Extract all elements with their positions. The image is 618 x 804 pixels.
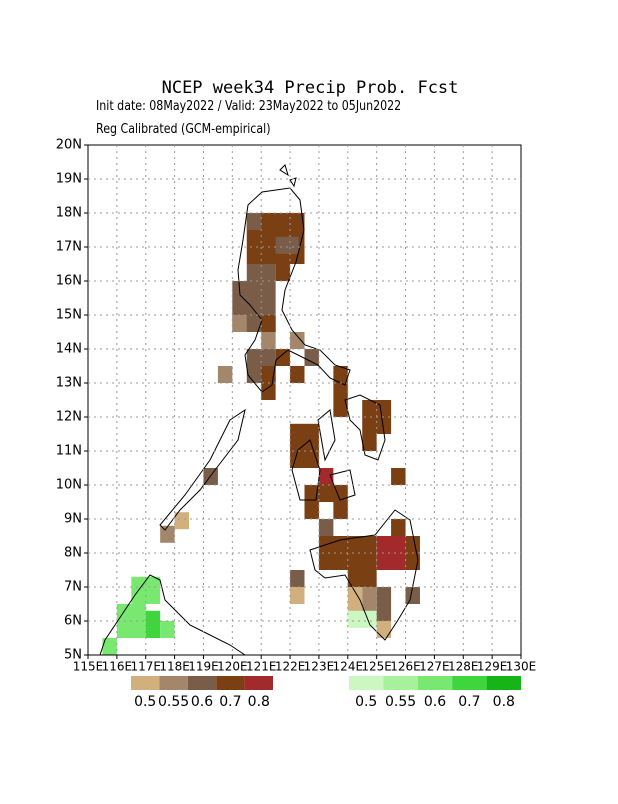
dry-cell bbox=[376, 621, 392, 638]
legend-label: 0.8 bbox=[493, 694, 515, 710]
x-tick-label: 121E bbox=[246, 660, 277, 674]
legend-label: 0.7 bbox=[458, 694, 480, 710]
legend-swatch bbox=[187, 676, 217, 690]
dry-cell bbox=[174, 512, 190, 530]
legend-swatch bbox=[349, 676, 384, 690]
y-tick-label: 9N bbox=[64, 512, 82, 527]
dry-cell bbox=[275, 264, 291, 281]
subtitle: Reg Calibrated (GCM-empirical) bbox=[96, 121, 270, 136]
x-tick-label: 128E bbox=[448, 660, 479, 674]
y-tick-label: 15N bbox=[56, 308, 82, 323]
dry-cell bbox=[290, 570, 305, 587]
x-tick-label: 118E bbox=[159, 660, 190, 674]
x-tick-label: 115E bbox=[73, 660, 104, 674]
wet-cell bbox=[102, 638, 117, 655]
legend-label: 0.8 bbox=[248, 694, 270, 710]
dry-cell bbox=[290, 332, 305, 349]
legend-swatch bbox=[131, 676, 160, 690]
y-tick-label: 14N bbox=[56, 342, 82, 357]
legend-swatch bbox=[452, 676, 487, 690]
x-tick-label: 119E bbox=[188, 660, 219, 674]
dry-cell bbox=[362, 434, 377, 451]
x-tick-label: 123E bbox=[304, 660, 335, 674]
cell-layer bbox=[102, 213, 420, 655]
legend-label: 0.7 bbox=[219, 694, 241, 710]
y-tick-label: 20N bbox=[56, 138, 82, 153]
legend-swatch bbox=[159, 676, 188, 690]
dry-cell bbox=[246, 213, 262, 230]
x-tick-label: 127E bbox=[419, 660, 450, 674]
wet-cell bbox=[347, 610, 377, 628]
legend-swatch bbox=[244, 676, 273, 690]
x-tick-label: 116E bbox=[102, 660, 133, 674]
dry-cell bbox=[318, 519, 334, 536]
legend-swatch bbox=[417, 676, 453, 690]
x-tick-label: 130E bbox=[506, 660, 537, 674]
legend-label: 0.55 bbox=[158, 694, 189, 710]
y-tick-label: 17N bbox=[56, 240, 82, 255]
plot-frame bbox=[87, 144, 522, 656]
y-tick-label: 18N bbox=[56, 206, 82, 221]
y-tick-label: 5N bbox=[64, 648, 82, 663]
x-tick-label: 129E bbox=[477, 660, 508, 674]
dry-cell bbox=[304, 502, 319, 519]
dry-cell bbox=[333, 502, 348, 519]
dry-cell bbox=[333, 400, 348, 417]
coastline bbox=[99, 164, 419, 656]
y-tick-label: 7N bbox=[64, 580, 82, 595]
legend-label: 0.6 bbox=[191, 694, 213, 710]
wet-cell bbox=[160, 621, 175, 638]
dry-cell bbox=[160, 525, 175, 543]
x-tick-label: 117E bbox=[130, 660, 161, 674]
legend-label: 0.5 bbox=[134, 694, 156, 710]
dry-cell bbox=[246, 349, 276, 366]
legend: 0.5 0.55 0.6 0.7 0.8 0.5 0.55 0.6 0.7 0.8 bbox=[131, 676, 521, 710]
y-tick-label: 8N bbox=[64, 546, 82, 561]
x-tick-label: 122E bbox=[275, 660, 306, 674]
dry-cell bbox=[290, 587, 305, 604]
x-tick-label: 120E bbox=[217, 660, 248, 674]
y-tick-label: 10N bbox=[56, 478, 82, 493]
dry-cell bbox=[347, 570, 377, 587]
x-tick-label: 126E bbox=[390, 660, 421, 674]
legend-label: 0.55 bbox=[385, 694, 416, 710]
y-tick-label: 11N bbox=[56, 444, 82, 459]
dry-cell bbox=[275, 236, 299, 254]
legend-label: 0.6 bbox=[424, 694, 446, 710]
y-tick-label: 16N bbox=[56, 274, 82, 289]
x-tick-label: 124E bbox=[333, 660, 364, 674]
dry-cell bbox=[261, 315, 276, 332]
wet-cell bbox=[145, 610, 161, 638]
legend-swatch bbox=[383, 676, 418, 690]
y-tick-label: 19N bbox=[56, 172, 82, 187]
subtitle: Init date: 08May2022 / Valid: 23May2022 … bbox=[96, 98, 401, 113]
y-tick-label: 6N bbox=[64, 614, 82, 629]
x-tick-label: 125E bbox=[361, 660, 392, 674]
dry-cell bbox=[217, 366, 233, 383]
legend-label: 0.5 bbox=[355, 694, 377, 710]
dry-cell bbox=[304, 349, 319, 366]
legend-swatch bbox=[486, 676, 521, 690]
dry-cell bbox=[376, 587, 392, 621]
y-tick-label: 12N bbox=[56, 410, 82, 425]
dry-cell bbox=[261, 332, 276, 349]
dry-cell bbox=[290, 366, 305, 383]
legend-swatch bbox=[216, 676, 245, 690]
y-tick-label: 13N bbox=[56, 376, 82, 391]
dry-cell bbox=[318, 468, 334, 485]
dry-cell bbox=[391, 468, 406, 485]
dry-cell bbox=[304, 485, 348, 502]
dry-cell bbox=[275, 349, 291, 366]
dry-cell bbox=[391, 519, 406, 536]
dry-cell bbox=[405, 587, 420, 604]
dry-cell bbox=[232, 315, 247, 332]
title: NCEP week34 Precip Prob. Fcst bbox=[162, 78, 459, 98]
